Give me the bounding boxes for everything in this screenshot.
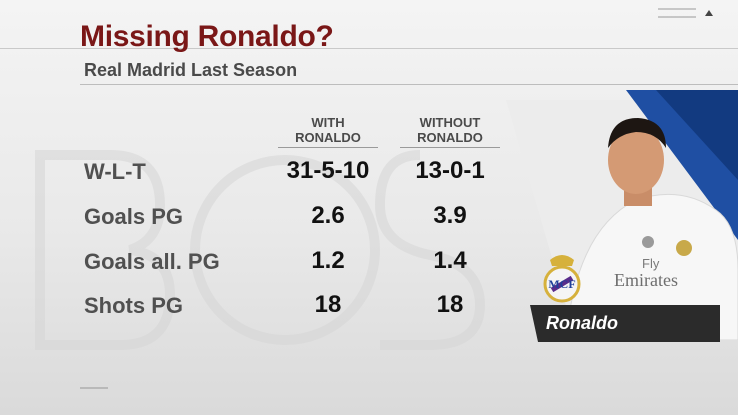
column-header-line: RONALDO <box>417 130 483 145</box>
column-header-with: WITH RONALDO <box>268 115 388 145</box>
value-without-goals-pg: 3.9 <box>433 202 467 229</box>
column-header-line: WITH <box>311 115 345 130</box>
page-title: Missing Ronaldo? <box>80 20 334 53</box>
value-with-goals-allowed-pg: 1.2 <box>311 247 345 274</box>
corner-menu-icon <box>658 8 713 18</box>
row-label-goals-pg: Goals PG <box>84 204 184 229</box>
row-label-wlt: W-L-T <box>84 159 146 184</box>
column-header-rule <box>400 147 500 148</box>
page-subtitle: Real Madrid Last Season <box>84 60 298 80</box>
sponsor-text: Emirates <box>614 270 678 290</box>
column-header-line: WITHOUT <box>419 115 481 130</box>
row-label-shots-pg: Shots PG <box>84 293 184 318</box>
player-name-tag <box>530 305 720 342</box>
value-with-shots-pg: 18 <box>314 291 342 318</box>
column-header-without: WITHOUT RONALDO <box>390 115 510 145</box>
player-name: Ronaldo <box>546 313 618 333</box>
bottom-marker <box>80 387 108 389</box>
column-header-line: RONALDO <box>295 130 361 145</box>
value-with-wlt: 31-5-10 <box>286 157 370 184</box>
value-without-wlt: 13-0-1 <box>415 157 485 184</box>
value-without-shots-pg: 18 <box>436 291 464 318</box>
row-label-goals-allowed-pg: Goals all. PG <box>84 249 220 274</box>
column-header-rule <box>278 147 378 148</box>
value-with-goals-pg: 2.6 <box>311 202 345 229</box>
subtitle-divider <box>80 84 738 85</box>
top-divider <box>0 48 738 49</box>
value-without-goals-allowed-pg: 1.4 <box>433 247 467 274</box>
sponsor-text: Fly <box>642 256 660 271</box>
real-madrid-crest-icon: MCF <box>543 255 581 303</box>
background-watermark <box>35 150 486 350</box>
svg-text:MCF: MCF <box>548 277 575 291</box>
